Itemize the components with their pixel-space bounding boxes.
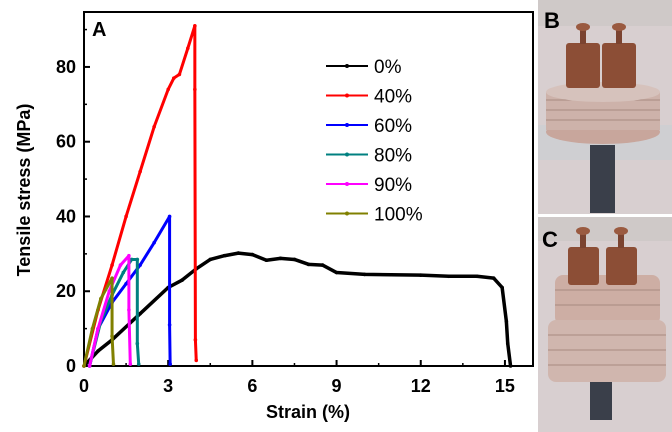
data-point [508,364,513,368]
data-point [504,319,509,323]
data-point [320,263,325,267]
x-tick-label: 0 [79,376,89,396]
panel-label-b: B [544,8,560,33]
data-point [128,362,133,366]
data-point [138,311,142,316]
x-tick-label: 12 [411,376,431,396]
data-point [110,334,114,338]
data-point [222,253,227,258]
y-tick-label: 80 [56,57,76,77]
y-axis-label: Tensile stress (MPa) [14,104,34,277]
data-point [292,257,297,262]
legend-label: 60% [374,116,412,137]
data-point [138,169,142,174]
data-point [168,362,172,366]
data-point [111,362,116,366]
x-tick-label: 3 [163,376,173,396]
data-point [193,338,198,342]
panel-label-c: C [542,227,558,252]
x-tick-label: 9 [332,376,342,396]
data-point [110,276,114,280]
legend-marker [345,64,349,68]
legend-label: 90% [374,175,412,196]
data-point [186,46,190,51]
photo-c: C [538,217,672,432]
legend-marker [345,182,349,186]
data-point [193,87,197,92]
data-point [127,308,131,312]
data-point [138,263,142,267]
data-point [180,278,185,282]
data-point [334,270,339,275]
data-point [193,24,197,28]
data-point [362,272,367,277]
data-point [152,240,156,245]
data-point [121,270,126,275]
data-point [118,263,123,267]
plot-frame [83,11,534,367]
data-point [491,276,496,280]
data-point [135,341,140,346]
series-line-100pct [82,276,115,367]
data-point [505,341,510,346]
data-point [500,285,504,290]
panel-label-a: A [92,19,106,41]
data-point [110,263,114,267]
data-point [99,296,103,301]
data-point [306,262,311,267]
data-point [172,76,176,80]
y-tick-label: 0 [66,356,76,376]
data-point [166,87,170,92]
y-tick-label: 60 [56,132,76,152]
y-tick-label: 20 [56,281,76,301]
legend-label: 80% [374,146,412,167]
data-point [90,326,95,331]
data-point [135,257,140,262]
series-line-0pct [82,251,513,368]
data-point [236,251,241,255]
data-point [418,273,423,277]
legend-label: 0% [374,57,402,78]
legend-label: 40% [374,87,412,108]
photo-b: B [538,0,672,214]
data-point [129,257,134,262]
legend-marker [345,93,349,98]
x-tick-label: 6 [247,376,257,396]
data-point [136,362,141,366]
data-point [124,281,128,286]
x-tick-label: 15 [495,376,515,396]
data-point [177,72,182,77]
data-point [475,274,479,279]
legend-marker [345,211,349,216]
data-point [194,358,199,363]
legend-label: 100% [374,205,423,226]
data-point [87,364,92,368]
data-point [167,323,172,327]
data-point [127,253,131,258]
legend-marker [345,152,349,157]
x-axis-label: Strain (%) [266,402,350,422]
data-point [96,326,100,331]
data-point [82,364,86,368]
data-point [278,256,283,261]
series-line-40pct [82,24,198,367]
data-point [250,252,255,257]
data-point [96,349,100,353]
y-tick-label: 40 [56,206,76,226]
legend-marker [345,123,349,127]
data-point [447,274,451,279]
data-point [124,214,128,219]
data-point [152,124,156,129]
data-point [107,289,112,294]
data-point [208,257,213,262]
data-point [264,258,269,263]
data-point [167,214,172,219]
